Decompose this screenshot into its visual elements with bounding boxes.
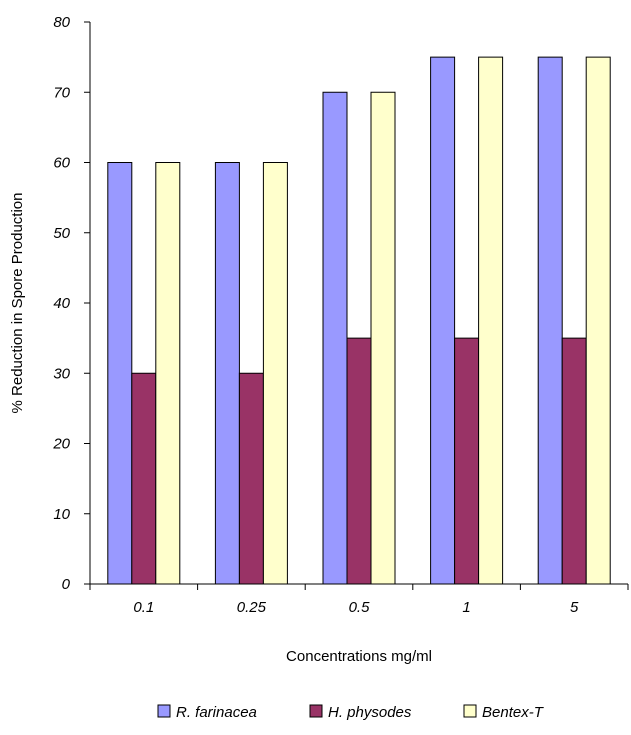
bar-bentex-t-0.5 — [370, 91, 396, 585]
y-tick-label: 20 — [52, 436, 70, 453]
x-tick-label: 0.5 — [349, 599, 371, 616]
y-tick-label: 60 — [53, 155, 70, 172]
bar-bentex-t-0.25 — [262, 162, 288, 585]
y-tick-labels: 0 10 20 30 40 50 60 70 80 — [52, 14, 70, 593]
x-tick-label: 1 — [462, 599, 470, 616]
y-tick-label: 50 — [53, 225, 70, 242]
y-axis-title: % Reduction in Spore Production — [9, 193, 26, 414]
bar-bentex-t-0.1 — [155, 162, 181, 585]
bar-h-physodes-0.1 — [131, 372, 157, 585]
bar-bentex-t-1 — [478, 56, 504, 585]
bars-group — [107, 56, 611, 585]
legend-swatch-r-farinacea — [157, 704, 171, 718]
x-axis-title: Concentrations mg/ml — [286, 648, 432, 665]
bar-h-physodes-1 — [454, 337, 480, 585]
legend: R. farinacea H. physodes Bentex-T — [157, 704, 545, 721]
y-tick-label: 70 — [53, 84, 70, 101]
legend-swatch-bentex-t — [463, 704, 477, 718]
bar-bentex-t-5 — [585, 56, 611, 585]
axes-group — [84, 21, 629, 590]
bar-r-farinacea-5 — [537, 56, 563, 585]
legend-swatch-h-physodes — [309, 704, 323, 718]
bar-h-physodes-5 — [561, 337, 587, 585]
x-tick-label: 5 — [570, 599, 579, 616]
y-tick-label: 0 — [62, 576, 71, 593]
y-tick-label: 40 — [53, 295, 70, 312]
bar-r-farinacea-0.1 — [107, 162, 133, 585]
y-tick-label: 10 — [53, 506, 70, 523]
x-tick-label: 0.25 — [237, 599, 267, 616]
y-tick-label: 80 — [53, 14, 70, 31]
legend-label-bentex-t: Bentex-T — [482, 704, 545, 721]
legend-label-h-physodes: H. physodes — [328, 704, 412, 721]
bar-r-farinacea-1 — [430, 56, 456, 585]
bar-r-farinacea-0.25 — [214, 162, 240, 585]
bar-h-physodes-0.25 — [238, 372, 264, 585]
x-tick-labels: 0.1 0.25 0.5 1 5 — [133, 599, 579, 616]
bar-h-physodes-0.5 — [346, 337, 372, 585]
x-tick-label: 0.1 — [133, 599, 154, 616]
y-tick-label: 30 — [53, 365, 70, 382]
bar-r-farinacea-0.5 — [322, 91, 348, 585]
legend-label-r-farinacea: R. farinacea — [176, 704, 257, 721]
